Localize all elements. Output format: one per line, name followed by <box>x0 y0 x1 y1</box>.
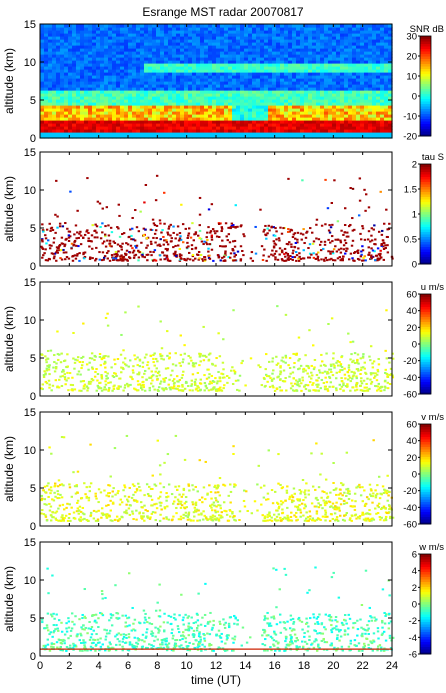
colorbar: -6 -4 -2 0 2 4 6w m/s <box>409 542 445 661</box>
colorbar-tick-label: 0 <box>412 470 417 481</box>
x-tick-label: 22 <box>357 660 369 672</box>
plot-area <box>40 152 392 266</box>
y-tick-label: 15 <box>24 537 36 549</box>
colorbar-tick-label: -20 <box>403 486 417 497</box>
x-axis-label: time (UT) <box>191 673 241 687</box>
x-tick-label: 0 <box>37 660 43 672</box>
colorbar-tick-label: 10 <box>406 72 417 83</box>
y-tick-label: 5 <box>30 95 36 107</box>
plot-area <box>40 282 392 396</box>
y-tick-label: 10 <box>24 445 36 457</box>
data-field <box>40 24 393 139</box>
y-tick-label: 5 <box>30 353 36 365</box>
y-tick-label: 5 <box>30 613 36 625</box>
colorbar-title: v m/s <box>421 412 444 423</box>
colorbar-tick-label: 60 <box>406 290 417 301</box>
colorbar-tick-label: 40 <box>406 436 417 447</box>
x-tick-label: 14 <box>239 660 251 672</box>
y-axis-label: altitude (km) <box>2 306 16 372</box>
colorbar: 0 0.5 1 1.5 2 tau S <box>404 152 444 271</box>
y-tick-label: 0 <box>30 521 36 533</box>
colorbar-tick-label: 6 <box>412 550 417 561</box>
colorbar: -60 -40 -20 0 20 40 60 u m/s <box>403 282 444 401</box>
x-tick-label: 18 <box>298 660 310 672</box>
y-tick-label: 15 <box>24 407 36 419</box>
colorbar-tick-label: 1.5 <box>404 185 417 196</box>
colorbar-tick-label: -6 <box>409 650 417 661</box>
colorbar-title: w m/s <box>418 542 444 553</box>
colorbar-tick-label: 40 <box>406 306 417 317</box>
x-tick-label: 10 <box>181 660 193 672</box>
x-tick-label: 2 <box>66 660 72 672</box>
colorbar: -60 -40 -20 0 20 40 60 v m/s <box>403 412 444 531</box>
y-axis-label: altitude (km) <box>2 566 16 632</box>
colorbar-tick-label: 20 <box>406 323 417 334</box>
colorbar-tick-label: -2 <box>409 616 417 627</box>
x-tick-label: 20 <box>327 660 339 672</box>
colorbar-tick-label: 60 <box>406 420 417 431</box>
y-tick-label: 10 <box>24 315 36 327</box>
colorbar-tick-label: -4 <box>409 633 417 644</box>
panel-tau: 0 5 10 15 altitude (km) 0 0.5 1 1.5 2 tau S <box>2 147 444 273</box>
colorbar-tick-label: 2 <box>412 583 417 594</box>
x-tick-label: 12 <box>210 660 222 672</box>
colorbar-tick-label: -40 <box>403 373 417 384</box>
colorbar-tick-label: 0.5 <box>404 235 417 246</box>
colorbar-tick-label: 0 <box>412 340 417 351</box>
y-tick-label: 0 <box>30 261 36 273</box>
colorbar-tick-label: 20 <box>406 453 417 464</box>
y-tick-label: 0 <box>30 133 36 145</box>
colorbar-tick-label: 0 <box>412 600 417 611</box>
x-tick-label: 16 <box>269 660 281 672</box>
y-axis-label: altitude (km) <box>2 436 16 502</box>
data-field <box>40 566 395 652</box>
colorbar-title: u m/s <box>421 282 444 293</box>
colorbar-tick-label: 4 <box>412 566 417 577</box>
y-axis-label: altitude (km) <box>2 48 16 114</box>
panel-u: 0 5 10 15 altitude (km) -60 -40 -20 0 20 40 60 u m/s <box>2 277 444 403</box>
colorbar-tick-label: 1 <box>412 210 417 221</box>
y-tick-label: 5 <box>30 483 36 495</box>
colorbar-tick-label: -20 <box>403 356 417 367</box>
figure-title: Esrange MST radar 20070817 <box>142 5 304 19</box>
colorbar-tick-label: 0 <box>412 92 417 103</box>
data-field <box>40 434 395 522</box>
colorbar-tick-label: -60 <box>403 390 417 401</box>
colorbar-tick-label: -20 <box>403 132 417 143</box>
panel-v: 0 5 10 15 altitude (km) -60 -40 -20 0 20 40 60 v m/s <box>2 407 444 533</box>
colorbar-tick-label: 30 <box>406 32 417 43</box>
x-tick-label: 8 <box>154 660 160 672</box>
y-axis-label: altitude (km) <box>2 176 16 242</box>
y-tick-label: 0 <box>30 391 36 403</box>
data-field <box>40 174 394 262</box>
y-tick-label: 0 <box>30 651 36 663</box>
colorbar-tick-label: -60 <box>403 520 417 531</box>
y-tick-label: 15 <box>24 147 36 159</box>
y-tick-label: 10 <box>24 575 36 587</box>
x-tick-label: 24 <box>386 660 398 672</box>
y-tick-label: 10 <box>24 185 36 197</box>
y-tick-label: 15 <box>24 19 36 31</box>
plot-area <box>40 542 392 656</box>
colorbar-tick-label: -40 <box>403 503 417 514</box>
y-tick-label: 5 <box>30 223 36 235</box>
colorbar-tick-label: -10 <box>403 112 417 123</box>
colorbar-tick-label: 20 <box>406 52 417 63</box>
colorbar-title: SNR dB <box>410 24 444 35</box>
colorbar-title: tau S <box>422 152 444 163</box>
x-tick-label: 4 <box>96 660 102 672</box>
data-field <box>40 305 395 392</box>
y-tick-label: 10 <box>24 57 36 69</box>
x-tick-label: 6 <box>125 660 131 672</box>
colorbar-tick-label: 2 <box>412 160 417 171</box>
colorbar-tick-label: 0 <box>412 260 417 271</box>
y-tick-label: 15 <box>24 277 36 289</box>
